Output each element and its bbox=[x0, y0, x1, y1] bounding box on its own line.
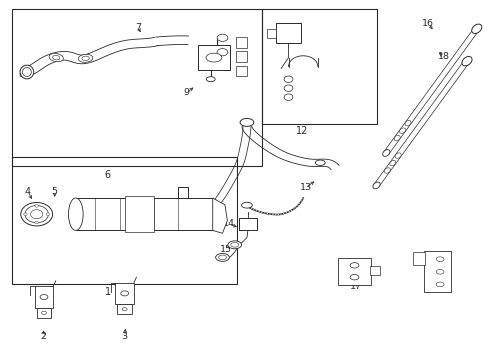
Ellipse shape bbox=[227, 241, 241, 249]
Ellipse shape bbox=[315, 160, 325, 165]
Ellipse shape bbox=[35, 204, 38, 207]
Bar bbox=[238, 218, 257, 230]
Bar bbox=[115, 283, 134, 304]
Ellipse shape bbox=[240, 118, 253, 126]
Ellipse shape bbox=[284, 94, 292, 100]
Ellipse shape bbox=[20, 202, 53, 226]
Bar bbox=[76, 198, 212, 230]
Ellipse shape bbox=[205, 53, 222, 62]
Ellipse shape bbox=[121, 291, 128, 296]
Ellipse shape bbox=[217, 34, 227, 41]
Ellipse shape bbox=[35, 221, 38, 224]
Text: 11: 11 bbox=[276, 32, 287, 41]
Ellipse shape bbox=[217, 49, 227, 56]
Bar bbox=[37, 308, 51, 318]
Text: 8: 8 bbox=[18, 71, 24, 79]
Text: 14: 14 bbox=[223, 219, 234, 228]
Ellipse shape bbox=[382, 150, 389, 156]
Ellipse shape bbox=[78, 54, 93, 62]
Text: 9: 9 bbox=[183, 88, 189, 97]
Bar bbox=[412, 252, 425, 265]
Text: 18: 18 bbox=[437, 52, 449, 61]
Ellipse shape bbox=[82, 56, 89, 60]
Ellipse shape bbox=[372, 182, 379, 189]
Text: 6: 6 bbox=[104, 170, 110, 180]
Bar bbox=[12, 157, 237, 284]
Ellipse shape bbox=[25, 206, 48, 223]
Text: 4: 4 bbox=[25, 187, 31, 196]
Ellipse shape bbox=[215, 253, 229, 261]
Ellipse shape bbox=[49, 53, 63, 62]
Text: 10: 10 bbox=[236, 69, 247, 78]
Ellipse shape bbox=[40, 294, 48, 300]
Ellipse shape bbox=[399, 128, 405, 133]
Ellipse shape bbox=[435, 269, 443, 274]
Ellipse shape bbox=[435, 282, 443, 287]
Ellipse shape bbox=[394, 153, 401, 158]
Bar bbox=[117, 304, 132, 314]
Text: 1: 1 bbox=[104, 287, 110, 297]
Ellipse shape bbox=[241, 202, 252, 208]
Bar bbox=[12, 9, 261, 166]
Ellipse shape bbox=[41, 311, 46, 315]
Ellipse shape bbox=[404, 121, 410, 126]
Ellipse shape bbox=[206, 77, 215, 82]
Bar bbox=[124, 196, 154, 232]
Text: 5: 5 bbox=[52, 187, 58, 196]
Ellipse shape bbox=[393, 135, 399, 141]
Ellipse shape bbox=[471, 24, 481, 33]
Text: 19: 19 bbox=[432, 284, 444, 293]
Bar bbox=[35, 286, 53, 308]
Ellipse shape bbox=[435, 257, 443, 261]
Ellipse shape bbox=[46, 213, 50, 215]
Ellipse shape bbox=[230, 243, 238, 247]
Bar bbox=[236, 37, 246, 48]
Ellipse shape bbox=[218, 255, 226, 260]
Bar bbox=[261, 9, 376, 124]
Text: 16: 16 bbox=[422, 19, 433, 28]
Ellipse shape bbox=[349, 274, 358, 280]
Ellipse shape bbox=[349, 263, 358, 268]
Ellipse shape bbox=[23, 213, 27, 215]
Text: 2: 2 bbox=[40, 332, 46, 341]
Text: 7: 7 bbox=[135, 22, 141, 31]
Ellipse shape bbox=[384, 168, 389, 173]
Ellipse shape bbox=[30, 210, 43, 219]
Text: 17: 17 bbox=[349, 282, 361, 291]
Ellipse shape bbox=[389, 160, 395, 166]
Bar bbox=[266, 29, 276, 38]
FancyBboxPatch shape bbox=[424, 251, 450, 292]
Text: 15: 15 bbox=[220, 245, 231, 253]
Ellipse shape bbox=[68, 198, 83, 230]
Text: 13: 13 bbox=[299, 183, 311, 192]
Ellipse shape bbox=[20, 65, 34, 79]
Ellipse shape bbox=[53, 55, 60, 60]
Ellipse shape bbox=[284, 76, 292, 82]
Bar bbox=[236, 51, 246, 62]
Ellipse shape bbox=[284, 85, 292, 91]
Text: 3: 3 bbox=[122, 332, 127, 341]
Bar bbox=[198, 45, 229, 70]
Bar bbox=[370, 266, 380, 275]
Polygon shape bbox=[212, 198, 227, 233]
Ellipse shape bbox=[22, 68, 31, 77]
Ellipse shape bbox=[122, 307, 127, 311]
FancyBboxPatch shape bbox=[337, 258, 371, 285]
Bar bbox=[276, 23, 300, 43]
Ellipse shape bbox=[461, 57, 471, 66]
Bar bbox=[236, 66, 246, 76]
Text: 12: 12 bbox=[295, 126, 307, 136]
